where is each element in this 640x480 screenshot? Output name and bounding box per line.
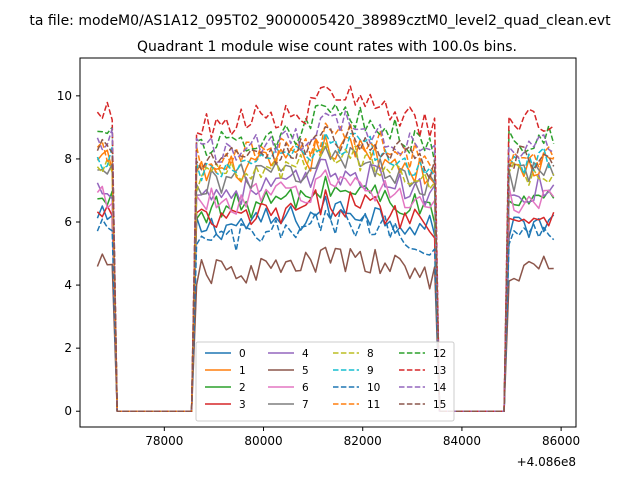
axes-frame <box>79 57 577 428</box>
x-axis: 78000 80000 82000 84000 86000 <box>145 427 580 448</box>
x-offset-label: +4.086e8 <box>517 455 576 469</box>
series-line-15 <box>96 125 555 412</box>
legend-label-0: 0 <box>239 348 246 360</box>
y-tick-label: 2 <box>64 341 72 355</box>
legend-label-5: 5 <box>302 365 309 377</box>
legend-label-15: 15 <box>433 399 446 411</box>
y-tick-label: 4 <box>64 278 72 292</box>
x-tick-label: 86000 <box>542 434 580 448</box>
x-tick-label: 84000 <box>443 434 481 448</box>
legend-frame <box>195 341 455 422</box>
y-tick-label: 8 <box>64 152 72 166</box>
legend-label-13: 13 <box>433 365 446 377</box>
legend-label-7: 7 <box>302 399 309 411</box>
legend-label-9: 9 <box>367 365 374 377</box>
legend-label-10: 10 <box>367 382 380 394</box>
chart-title: Quadrant 1 module wise count rates with … <box>137 39 517 55</box>
x-tick-label: 80000 <box>244 434 282 448</box>
y-axis: 0 2 4 6 8 10 <box>57 89 80 418</box>
y-tick-label: 10 <box>57 89 72 103</box>
legend-label-12: 12 <box>433 348 446 360</box>
legend-label-11: 11 <box>367 399 380 411</box>
legend-label-2: 2 <box>239 382 246 394</box>
legend-label-8: 8 <box>367 348 374 360</box>
x-tick-label: 78000 <box>145 434 183 448</box>
y-tick-label: 6 <box>64 215 72 229</box>
legend-label-3: 3 <box>239 399 246 411</box>
y-tick-label: 0 <box>64 404 72 418</box>
legend-label-4: 4 <box>302 348 309 360</box>
plot-lines <box>96 85 555 412</box>
legend-label-1: 1 <box>239 365 246 377</box>
suptitle: ta file: modeM0/AS1A12_095T02_9000005420… <box>29 13 611 29</box>
legend-label-6: 6 <box>302 382 309 394</box>
x-tick-label: 82000 <box>344 434 382 448</box>
legend-label-14: 14 <box>433 382 447 394</box>
